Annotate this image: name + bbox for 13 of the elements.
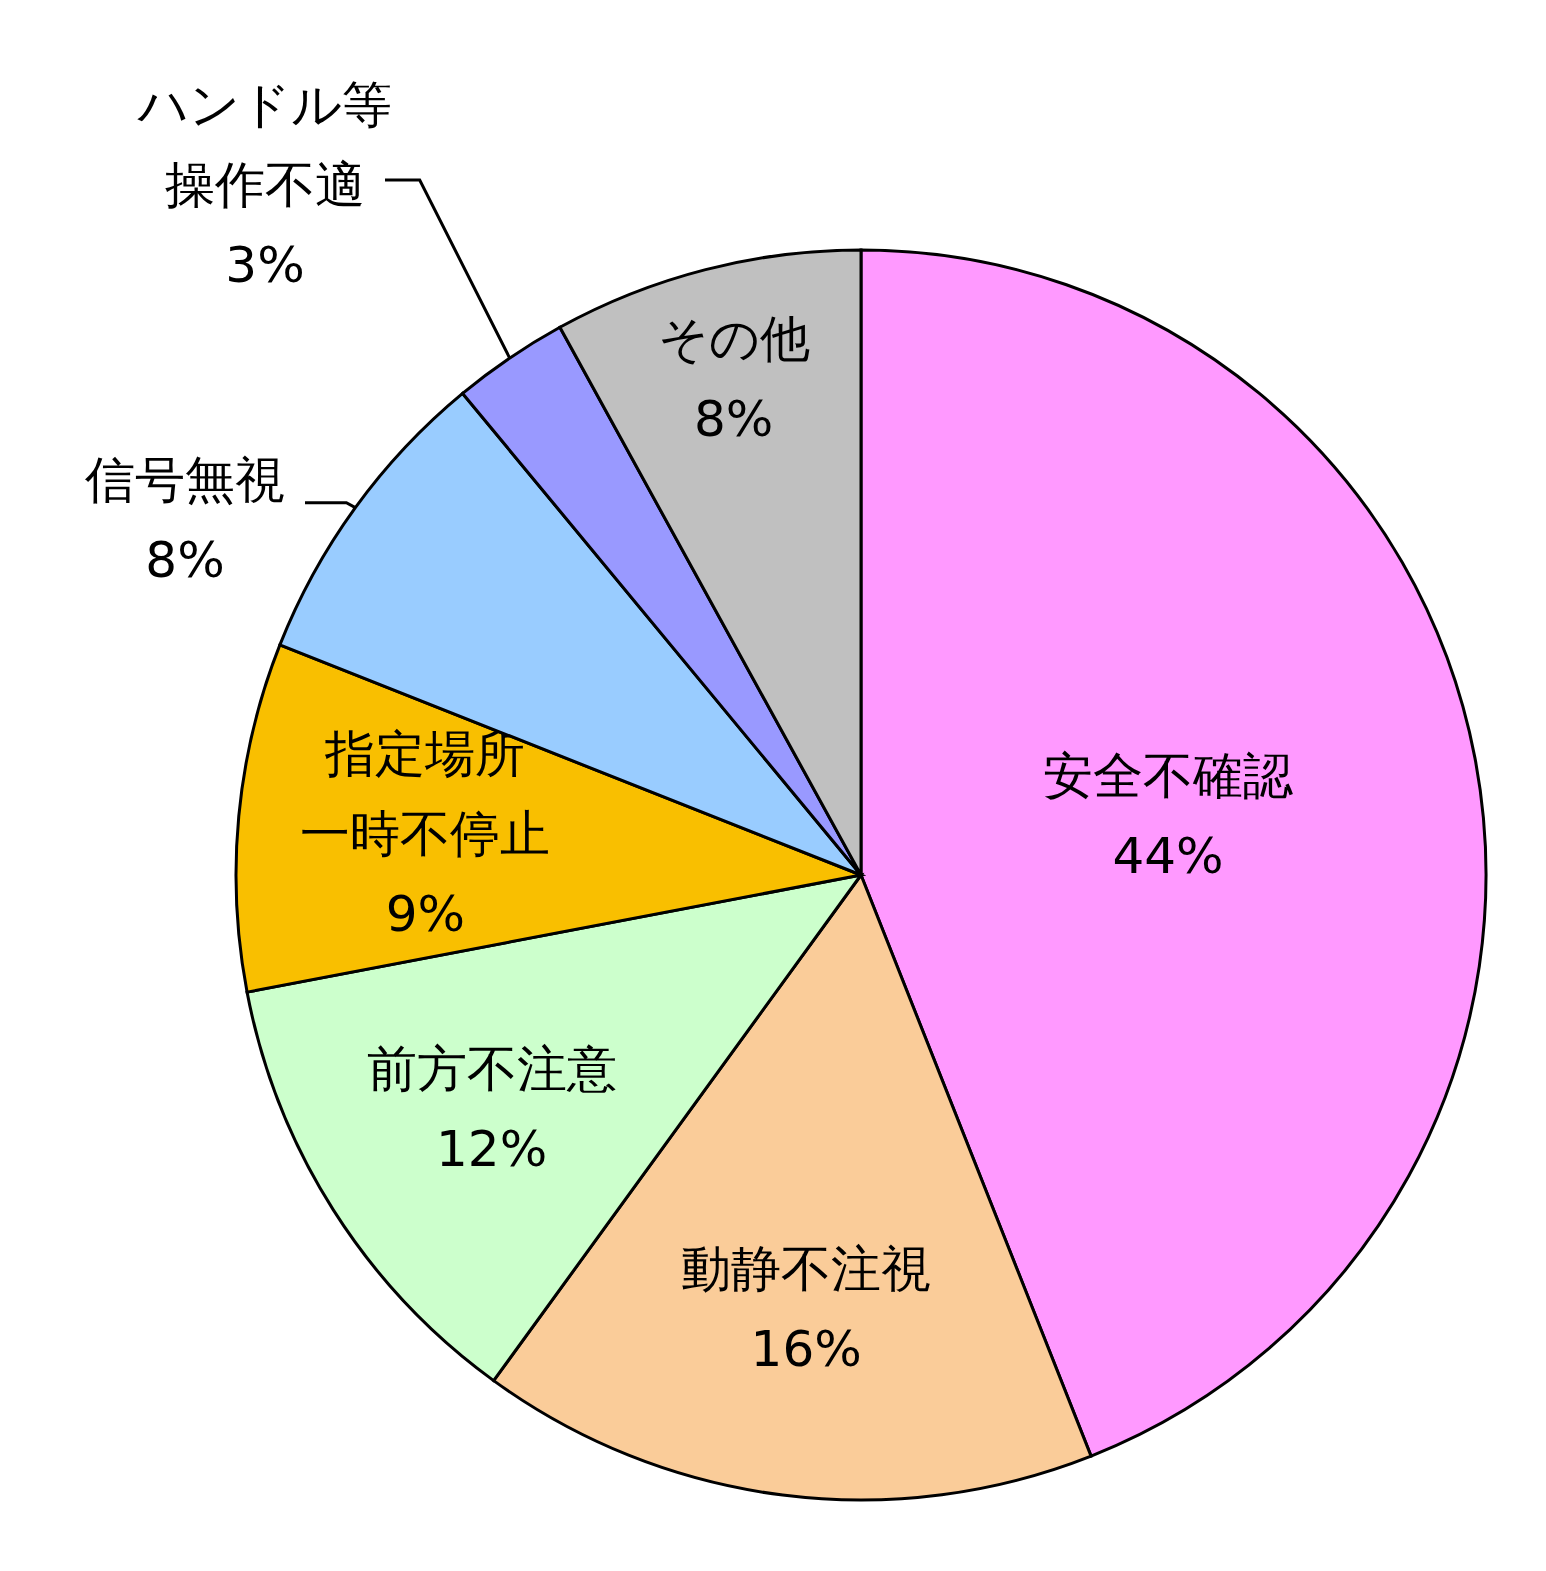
slice-label: その他 xyxy=(657,309,810,368)
data-label: 9% xyxy=(385,884,466,943)
slice-label: 動静不注視 xyxy=(681,1240,932,1299)
data-label: 8% xyxy=(693,389,774,448)
data-label: 16% xyxy=(750,1320,862,1379)
slice-label: ハンドル等操作不適 xyxy=(137,76,392,214)
slice-label: 前方不注意 xyxy=(366,1040,617,1099)
data-label: 12% xyxy=(436,1120,548,1179)
slice-label: 信号無視 xyxy=(85,451,285,509)
data-label: 8% xyxy=(145,531,225,589)
data-label: 44% xyxy=(1112,827,1224,886)
data-label: 3% xyxy=(225,236,305,294)
slice-label: 安全不確認 xyxy=(1042,747,1293,806)
